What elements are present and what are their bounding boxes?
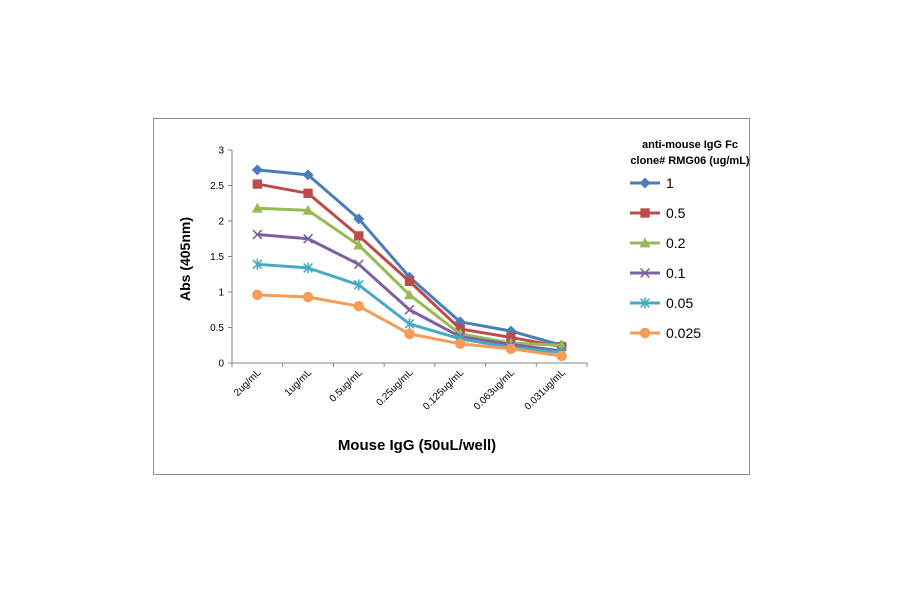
legend-title-line1: anti-mouse IgG Fc bbox=[642, 139, 738, 151]
legend-title-line2: clone# RMG06 (ug/mL) bbox=[630, 155, 750, 167]
star-marker bbox=[252, 258, 263, 270]
legend: 1 0.5 0.2 0.1 0.05 0.025 bbox=[630, 175, 701, 341]
x-tick-label: 0.031ug/mL bbox=[523, 367, 568, 412]
chart-frame: 0 0.5 1 1.5 2 2.5 3 2ug/mL 1ug/mL 0.5ug/mL 0.25ug/… bbox=[153, 118, 750, 475]
x-marker bbox=[252, 229, 263, 240]
data-point bbox=[353, 239, 365, 250]
series-0.025 bbox=[252, 289, 567, 362]
square-marker bbox=[252, 179, 263, 189]
star-marker bbox=[353, 279, 364, 291]
x-axis-title: Mouse IgG (50uL/well) bbox=[338, 437, 496, 454]
data-point bbox=[404, 318, 415, 330]
data-point bbox=[505, 343, 517, 355]
data-point bbox=[252, 258, 263, 270]
x-marker bbox=[353, 259, 364, 270]
diamond-marker bbox=[353, 213, 365, 225]
triangle-marker bbox=[251, 202, 263, 213]
x-tick-label: 1ug/mL bbox=[283, 367, 315, 399]
circle-marker bbox=[353, 300, 365, 312]
data-point bbox=[303, 262, 314, 274]
circle-marker bbox=[404, 328, 415, 340]
x-marker bbox=[640, 268, 650, 278]
y-tick-label: 1.5 bbox=[210, 252, 224, 263]
triangle-marker bbox=[404, 289, 415, 300]
triangle-marker bbox=[639, 237, 651, 248]
diamond-marker bbox=[302, 169, 314, 181]
data-point bbox=[303, 188, 313, 198]
data-point bbox=[404, 328, 415, 340]
legend-label: 0.1 bbox=[666, 265, 686, 281]
legend-item: 0.05 bbox=[630, 295, 693, 311]
data-point bbox=[506, 332, 516, 343]
data-point bbox=[404, 289, 415, 300]
star-marker bbox=[303, 262, 314, 274]
x-marker bbox=[404, 304, 415, 315]
legend-item: 0.025 bbox=[630, 325, 701, 341]
data-point bbox=[251, 202, 263, 213]
square-marker bbox=[640, 208, 650, 218]
legend-item: 0.5 bbox=[630, 205, 686, 221]
y-tick-label: 2 bbox=[218, 217, 224, 228]
legend-item: 0.2 bbox=[630, 235, 686, 251]
triangle-marker bbox=[353, 239, 365, 250]
data-point bbox=[252, 179, 263, 189]
y-tick-label: 2.5 bbox=[210, 181, 224, 192]
data-point bbox=[556, 350, 567, 362]
data-point bbox=[252, 229, 263, 240]
triangle-marker bbox=[302, 204, 314, 215]
legend-item: 0.1 bbox=[630, 265, 686, 281]
square-marker bbox=[404, 276, 415, 287]
x-tick-label: 0.125ug/mL bbox=[421, 367, 466, 412]
x-marker bbox=[303, 233, 314, 244]
data-point bbox=[404, 276, 415, 287]
series-layer bbox=[251, 164, 568, 362]
data-point bbox=[353, 213, 365, 225]
star-marker bbox=[640, 297, 650, 309]
square-marker bbox=[303, 188, 313, 198]
square-marker bbox=[354, 231, 364, 241]
data-point bbox=[353, 279, 364, 291]
x-tick-label: 0.25ug/mL bbox=[374, 367, 416, 409]
circle-marker bbox=[302, 291, 314, 303]
y-tick-label: 3 bbox=[218, 146, 224, 157]
legend-item: 1 bbox=[630, 175, 674, 191]
data-point bbox=[353, 259, 364, 270]
y-tick-label: 0 bbox=[218, 359, 224, 370]
legend-label: 1 bbox=[666, 175, 674, 191]
x-tick-label: 2ug/mL bbox=[232, 367, 264, 399]
y-tick-label: 0.5 bbox=[210, 323, 224, 334]
circle-marker bbox=[454, 338, 466, 350]
x-tick-label: 0.5ug/mL bbox=[328, 367, 366, 405]
x-tick-label: 0.063ug/mL bbox=[472, 367, 517, 412]
diamond-marker bbox=[251, 164, 263, 176]
legend-label: 0.5 bbox=[666, 205, 686, 221]
square-marker bbox=[506, 332, 516, 343]
legend-label: 0.025 bbox=[666, 325, 701, 341]
data-point bbox=[404, 304, 415, 315]
data-point bbox=[303, 233, 314, 244]
legend-label: 0.05 bbox=[666, 295, 693, 311]
circle-marker bbox=[252, 289, 263, 301]
legend-label: 0.2 bbox=[666, 235, 686, 251]
data-point bbox=[354, 231, 364, 241]
circle-marker bbox=[556, 350, 567, 362]
diamond-marker bbox=[639, 177, 651, 189]
data-point bbox=[454, 338, 466, 350]
star-marker bbox=[404, 318, 415, 330]
circle-marker bbox=[639, 327, 651, 339]
y-axis-title: Abs (405nm) bbox=[177, 217, 193, 301]
data-point bbox=[252, 289, 263, 301]
data-point bbox=[251, 164, 263, 176]
data-point bbox=[353, 300, 365, 312]
line-chart: 0 0.5 1 1.5 2 2.5 3 2ug/mL 1ug/mL 0.5ug/mL 0.25ug/… bbox=[177, 139, 750, 454]
circle-marker bbox=[505, 343, 517, 355]
y-tick-label: 1 bbox=[218, 288, 224, 299]
data-point bbox=[302, 204, 314, 215]
data-point bbox=[302, 169, 314, 181]
data-point bbox=[302, 291, 314, 303]
